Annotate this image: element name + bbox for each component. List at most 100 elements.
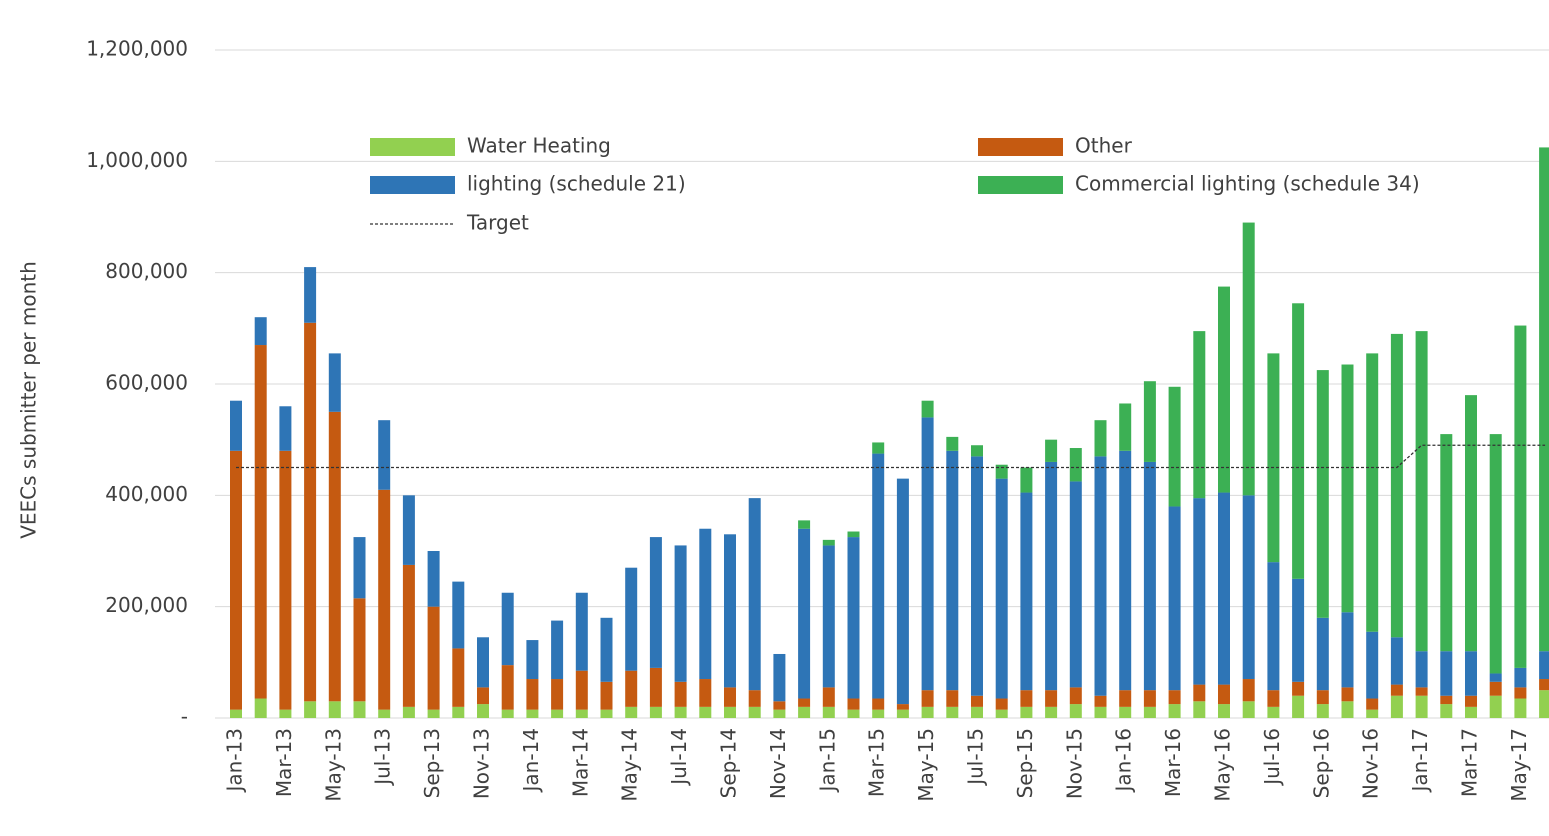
bar-segment — [971, 456, 983, 696]
bar-segment — [1045, 461, 1058, 691]
bar-segment — [526, 640, 539, 680]
bar-segment — [378, 709, 391, 718]
bar-segment — [724, 706, 736, 718]
bar-segment — [1390, 333, 1403, 638]
x-tick-label: Mar-17 — [1458, 728, 1482, 797]
bar-segment — [452, 706, 465, 718]
bar-segment — [1045, 690, 1058, 707]
bar-segment — [946, 706, 959, 718]
bar-segment — [304, 267, 317, 323]
bar-segment — [1168, 506, 1181, 691]
bar-segment — [427, 606, 440, 710]
bar-segment — [1440, 695, 1453, 705]
bar-segment — [798, 706, 811, 718]
bar-segment — [699, 528, 712, 680]
legend-label: Water Heating — [467, 134, 611, 158]
bar-segment — [1514, 698, 1527, 718]
bar-segment — [1341, 612, 1354, 688]
bar-segment — [1316, 704, 1329, 718]
bar-segment — [1242, 701, 1255, 718]
bar-segment — [649, 706, 662, 718]
bar-segment — [1539, 679, 1549, 691]
bar-segment — [1316, 370, 1329, 618]
bar-segment — [847, 698, 860, 710]
y-tick-label: 600,000 — [105, 371, 188, 395]
bar-segment — [1341, 364, 1354, 613]
bar-segment — [1168, 704, 1181, 718]
y-tick-label: 800,000 — [105, 259, 188, 283]
bar-segment — [1094, 695, 1107, 707]
bar-segment — [1539, 690, 1549, 718]
bar-segment — [254, 345, 267, 699]
bar-segment — [1539, 651, 1549, 680]
bar-segment — [600, 681, 613, 710]
bar-segment — [773, 653, 786, 702]
bar-segment — [674, 706, 687, 718]
y-tick-label: 200,000 — [105, 593, 188, 617]
bar-segment — [995, 464, 1008, 479]
bar-segment — [847, 709, 860, 718]
bar-segment — [896, 704, 909, 710]
bar-segment — [995, 709, 1008, 718]
bar-segment — [1045, 439, 1058, 462]
bar-segment — [921, 706, 934, 718]
bar-segment — [1069, 448, 1082, 482]
bar-segment — [452, 581, 465, 649]
bar-segment — [822, 687, 835, 707]
bar-segment — [279, 709, 292, 718]
bar-segment — [1514, 687, 1527, 699]
bar-segment — [896, 709, 909, 718]
bar-segment — [1465, 395, 1477, 652]
bar-segment — [1094, 706, 1107, 718]
bar-segment — [1267, 562, 1280, 691]
bar-segment — [1242, 679, 1255, 702]
y-tick-label: - — [181, 705, 188, 729]
bar-segment — [1514, 667, 1527, 688]
y-tick-label: 1,000,000 — [86, 148, 188, 172]
bar-segment — [1020, 690, 1033, 707]
bar-segment — [1489, 673, 1502, 682]
bar-segment — [427, 551, 440, 607]
bar-segment — [699, 679, 712, 707]
bar-segment — [1366, 631, 1379, 699]
bar-segment — [971, 695, 983, 707]
bar-segment — [501, 665, 514, 710]
bar-segment — [773, 701, 786, 710]
bar-segment — [1168, 690, 1181, 705]
bar-segment — [1341, 687, 1354, 702]
bar-segment — [1366, 709, 1379, 718]
bar-segment — [1119, 450, 1132, 691]
bar-segment — [995, 698, 1008, 710]
bar-segment — [402, 564, 415, 707]
bar-segment — [1218, 492, 1230, 685]
bar-segment — [773, 709, 786, 718]
legend-label: Commercial lighting (schedule 34) — [1075, 172, 1420, 196]
bar-segment — [872, 442, 885, 454]
x-tick-label: Jan-16 — [1112, 728, 1136, 794]
bar-segment — [649, 667, 662, 707]
bar-segment — [1218, 684, 1230, 705]
bar-segment — [1218, 286, 1230, 493]
legend-label: Other — [1075, 134, 1133, 158]
x-tick-label: Nov-14 — [766, 728, 790, 799]
bar-segment — [822, 545, 835, 688]
bar-segment — [971, 445, 983, 457]
bar-segment — [1168, 386, 1181, 507]
bar-segment — [328, 701, 341, 718]
legend-swatch — [978, 176, 1063, 194]
bar-segment — [724, 534, 736, 688]
bar-segment — [353, 598, 366, 702]
bar-segment — [1390, 684, 1403, 696]
x-tick-label: Nov-16 — [1359, 728, 1383, 799]
legend-label: Target — [466, 211, 529, 235]
bar-segment — [477, 637, 489, 688]
x-tick-label: Jan-14 — [519, 728, 543, 794]
legend-label: lighting (schedule 21) — [467, 172, 686, 196]
bar-segment — [1465, 651, 1477, 696]
bar-segment — [1292, 681, 1305, 696]
bar-segment — [452, 648, 465, 707]
bar-segment — [328, 411, 341, 702]
bar-segment — [1440, 651, 1453, 696]
bar-segment — [1020, 492, 1033, 691]
